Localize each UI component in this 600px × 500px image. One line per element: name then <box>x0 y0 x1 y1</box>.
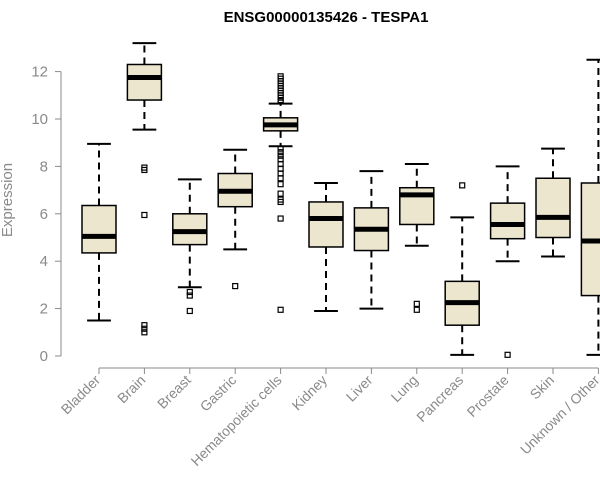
outlier-point <box>413 306 420 313</box>
outlier-point <box>459 182 466 189</box>
outlier-point <box>504 351 511 358</box>
outlier-point <box>186 292 193 299</box>
box-brain <box>126 42 163 336</box>
x-tick-label: Lung <box>388 372 421 405</box>
box-unknown-other <box>580 58 600 356</box>
y-tick-label: 8 <box>40 158 48 175</box>
box-kidney <box>308 181 344 312</box>
outlier-point <box>413 300 420 307</box>
iqr-box <box>81 204 117 254</box>
outlier-point <box>277 181 284 188</box>
iqr-box <box>308 201 344 248</box>
y-tick-label: 6 <box>40 206 48 223</box>
outlier-point <box>186 307 193 315</box>
y-tick-label: 0 <box>40 348 48 365</box>
outlier-point <box>277 215 284 222</box>
box-hematopoietic-cells <box>262 73 299 313</box>
y-tick-label: 2 <box>40 301 48 318</box>
outlier-point <box>277 149 284 156</box>
x-tick-label: Bladder <box>58 372 104 418</box>
outlier-point <box>277 190 284 197</box>
y-axis: 0 2 4 6 8 10 12 <box>31 64 62 365</box>
outlier-point <box>277 152 284 159</box>
outlier-point <box>186 288 193 296</box>
outlier-point <box>277 98 284 105</box>
x-tick-label: Kidney <box>289 372 331 414</box>
x-tick-label: Breast <box>154 372 194 412</box>
outlier-point <box>141 211 148 219</box>
box-breast <box>172 178 208 315</box>
chart-title: ENSG00000135426 - TESPA1 <box>224 9 429 26</box>
box-bladder <box>81 142 117 322</box>
outlier-point <box>277 198 284 206</box>
iqr-box <box>535 177 571 239</box>
outlier-point <box>277 175 284 182</box>
y-tick-label: 12 <box>31 64 48 81</box>
box-lung <box>399 163 435 313</box>
outlier-point <box>141 325 148 332</box>
box-liver <box>353 170 390 310</box>
box-series <box>81 42 600 358</box>
y-axis-label: Expression <box>0 163 16 237</box>
iqr-box <box>126 63 163 101</box>
box-prostate <box>489 165 526 358</box>
outlier-point <box>141 322 148 329</box>
y-tick-label: 10 <box>31 111 48 128</box>
box-pancreas <box>444 182 480 356</box>
x-tick-label: Unknown / Other <box>517 372 600 458</box>
box-skin <box>535 147 571 258</box>
outlier-point <box>277 145 284 152</box>
x-tick-label: Pancreas <box>413 372 466 425</box>
x-tick-label: Skin <box>527 372 558 403</box>
x-tick-label: Gastric <box>197 372 240 415</box>
x-tick-label: Liver <box>343 372 376 405</box>
x-tick-label: Brain <box>114 372 148 406</box>
x-tick-label: Hematopoietic cells <box>188 372 285 469</box>
outlier-point <box>232 282 239 290</box>
outlier-point <box>141 166 148 174</box>
box-gastric <box>217 148 253 290</box>
y-tick-label: 4 <box>40 253 48 270</box>
x-tick-label: Prostate <box>464 372 512 420</box>
outlier-point <box>277 306 284 313</box>
outlier-point <box>141 329 148 336</box>
iqr-box <box>489 202 526 240</box>
